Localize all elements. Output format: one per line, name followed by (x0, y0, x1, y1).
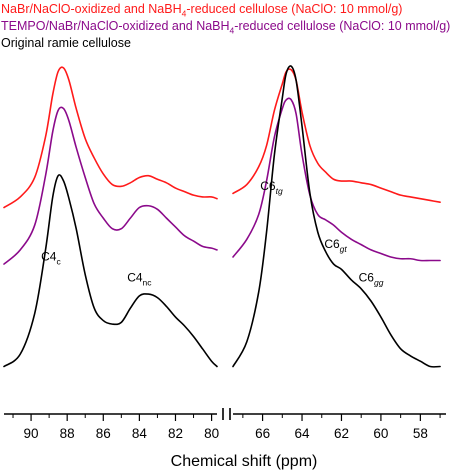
series-line-3-panel-1 (3, 174, 218, 368)
series-line-1-panel-2 (232, 68, 441, 204)
x-tick-label: 60 (373, 426, 388, 441)
series-line-3-panel-2 (232, 65, 441, 368)
peak-label: C4c (41, 250, 61, 267)
x-tick-label: 58 (413, 426, 428, 441)
x-tick-label: 82 (168, 426, 183, 441)
legend-entry: TEMPO/NaBr/NaClO-oxidized and NaBH4-redu… (1, 19, 451, 36)
x-tick-label: 84 (132, 426, 148, 441)
x-axis-title: Chemical shift (ppm) (171, 453, 318, 470)
x-tick-label: 80 (204, 426, 219, 441)
legend-entry: NaBr/NaClO-oxidized and NaBH4-reduced ce… (1, 2, 403, 19)
x-tick-label: 88 (60, 426, 75, 441)
peak-label: C6gg (359, 271, 384, 288)
x-tick-label: 90 (24, 426, 39, 441)
series-line-2-panel-2 (232, 97, 441, 262)
peak-label: C4nc (127, 271, 152, 288)
x-tick-label: 86 (96, 426, 111, 441)
legend-entry: Original ramie cellulose (1, 36, 131, 50)
series-line-1-panel-1 (3, 66, 218, 209)
x-tick-label: 66 (255, 426, 270, 441)
x-tick-label: 62 (334, 426, 349, 441)
x-tick-label: 64 (295, 426, 311, 441)
peak-label: C6gt (324, 237, 347, 254)
peak-label: C6tg (260, 179, 283, 196)
series-line-2-panel-1 (3, 106, 218, 265)
